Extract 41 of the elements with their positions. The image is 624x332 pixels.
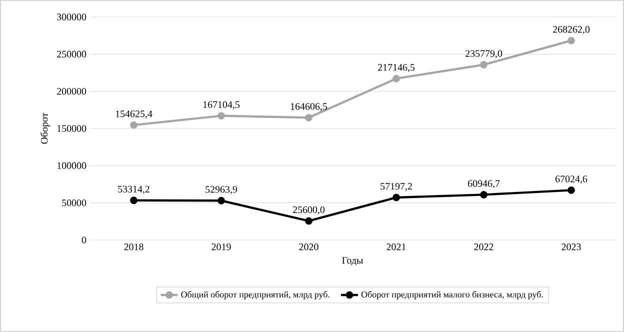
data-label: 217146,5	[378, 64, 415, 72]
x-tick-label: 2022	[474, 244, 494, 250]
y-tick-label: 100000	[57, 162, 86, 170]
x-tick-label: 2019	[212, 244, 231, 250]
y-tick-label: 50000	[62, 199, 86, 206]
point	[305, 114, 312, 122]
data-label: 235779,0	[466, 50, 502, 58]
y-tick-label: 200000	[57, 88, 86, 95]
data-label: 154625,4	[116, 110, 152, 119]
x-tick-label: 2018	[124, 244, 144, 250]
legend-label: Оборот предприятий малого бизнеса, млрд руб.	[361, 291, 543, 300]
y-tick-label: 0	[82, 236, 86, 244]
y-tick-label: 250000	[57, 50, 86, 58]
point	[218, 112, 225, 120]
data-label: 57197,2	[380, 182, 412, 192]
x-tick-label: 2021	[386, 244, 406, 250]
data-label: 25600,0	[293, 206, 325, 215]
y-tick-label: 150000	[57, 125, 86, 132]
x-tick-label: 2020	[299, 244, 318, 250]
point	[130, 121, 138, 129]
data-label: 67024,6	[555, 176, 588, 184]
point	[392, 194, 400, 202]
point	[130, 196, 138, 204]
x-axis-title: Годы	[342, 257, 363, 266]
point	[480, 191, 488, 198]
point	[568, 36, 575, 44]
data-label: 53314,2	[118, 186, 150, 194]
data-label: 164606,5	[290, 103, 328, 112]
x-tick-label: 2023	[562, 244, 581, 250]
point	[480, 61, 488, 68]
legend-label: Общий оборот предприятий, млрд руб.	[181, 291, 330, 300]
y-axis-title: Оборот	[40, 112, 50, 144]
point	[305, 217, 312, 225]
y-tick-label: 300000	[57, 14, 86, 20]
data-label: 60946,7	[468, 180, 500, 188]
point	[568, 186, 575, 194]
data-label: 268262,0	[553, 26, 590, 34]
data-label: 167104,5	[203, 101, 240, 110]
point	[392, 74, 400, 82]
data-label: 52963,9	[206, 186, 238, 194]
point	[218, 196, 225, 204]
